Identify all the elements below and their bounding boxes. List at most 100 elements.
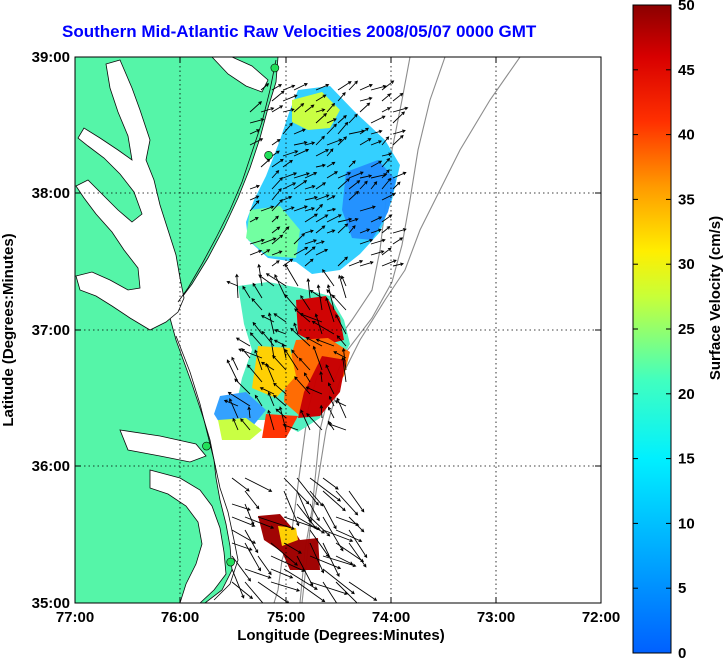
velocity-arrow <box>370 250 385 256</box>
velocity-arrow <box>271 199 284 212</box>
velocity-arrow <box>272 354 287 371</box>
velocity-arrow <box>270 568 294 579</box>
velocity-arrow <box>337 114 347 124</box>
velocity-arrow <box>260 237 277 245</box>
velocity-arrow <box>331 294 347 311</box>
velocity-arrow <box>270 542 298 566</box>
velocity-arrow <box>359 174 373 179</box>
velocity-arrow <box>282 195 293 201</box>
velocity-arrow <box>348 542 367 568</box>
velocity-arrow <box>304 195 318 201</box>
velocity-arrow <box>381 177 392 190</box>
velocity-arrow <box>273 313 287 323</box>
velocity-arrow <box>309 477 342 502</box>
x-axis-label: Longitude (Degrees:Minutes) <box>237 627 445 644</box>
velocity-arrow <box>392 262 404 267</box>
velocity-arrow <box>283 568 318 590</box>
velocity-arrow <box>311 320 335 335</box>
y-tick-label: 38:00 <box>32 185 70 202</box>
colorbar-tick-label: 30 <box>678 256 695 273</box>
velocity-arrow <box>381 80 395 91</box>
velocity-arrow <box>322 581 338 603</box>
velocity-arrow <box>252 321 263 335</box>
x-tick-label: 76:00 <box>161 609 199 626</box>
velocity-arrow <box>381 226 391 234</box>
velocity-arrow <box>326 102 336 113</box>
velocity-arrow <box>293 128 306 135</box>
x-tick-label: 72:00 <box>582 609 620 626</box>
velocity-arrow <box>381 152 393 157</box>
velocity-arrow <box>381 169 390 179</box>
velocity-arrow <box>315 240 325 245</box>
velocity-arrow <box>271 250 283 256</box>
velocity-arrow <box>260 315 275 323</box>
velocity-arrow <box>381 192 396 201</box>
velocity-arrow <box>335 581 360 603</box>
velocity-arrow <box>274 329 287 335</box>
velocity-arrow <box>322 477 339 490</box>
velocity-arrow <box>281 343 287 359</box>
colorbar-tick-label: 50 <box>678 0 695 14</box>
chesapeake-bay <box>75 59 185 331</box>
velocity-arrow <box>381 214 393 223</box>
velocity-arrow <box>304 239 317 245</box>
velocity-arrow <box>291 349 299 359</box>
velocity-arrow <box>370 115 386 124</box>
velocity-arrow <box>335 529 363 543</box>
velocity-arrow <box>322 503 337 530</box>
velocity-arrow <box>370 238 386 245</box>
velocity-arrow <box>293 141 308 146</box>
velocity-arrow <box>326 171 338 179</box>
velocity-arrow <box>348 490 365 513</box>
colorbar-ticks <box>633 4 671 654</box>
velocity-arrow <box>392 111 406 124</box>
velocity-arrow <box>322 529 354 542</box>
velocity-arrow <box>284 348 299 371</box>
velocity-arrow <box>381 157 391 168</box>
velocity-arrow <box>232 417 239 431</box>
velocity-arrow <box>359 96 373 102</box>
velocity-arrow <box>306 412 323 431</box>
velocity-arrow <box>359 205 376 212</box>
radar-stations <box>202 63 280 567</box>
colorbar-tick-label: 20 <box>678 386 695 403</box>
velocity-arrow <box>337 121 349 135</box>
velocity-arrow <box>257 516 295 530</box>
velocity-arrow <box>271 260 280 267</box>
velocity-arrow <box>254 349 263 371</box>
velocity-arrow <box>282 159 293 168</box>
velocity-arrow <box>335 555 354 565</box>
velocity-arrow <box>305 337 323 347</box>
colorbar-tick-label: 25 <box>678 321 695 338</box>
velocity-arrow <box>327 406 335 419</box>
velocity-arrow <box>260 83 270 91</box>
velocity-arrow <box>340 275 347 287</box>
velocity-arrow <box>293 205 308 212</box>
colorbar-tick-label: 45 <box>678 62 695 79</box>
velocity-arrow <box>359 238 374 245</box>
grid-lines <box>75 57 601 603</box>
velocity-arrow <box>328 395 335 407</box>
velocity-arrow <box>337 91 346 102</box>
velocity-arrow <box>359 83 373 91</box>
velocity-arrow <box>304 185 316 190</box>
y-axis-label: Latitude (Degrees:Minutes) <box>0 233 17 426</box>
velocity-arrow <box>293 102 305 113</box>
velocity-arrow <box>304 246 316 256</box>
velocity-arrow <box>303 372 311 383</box>
velocity-arrow <box>298 357 311 371</box>
y-tick-label: 36:00 <box>32 458 70 475</box>
velocity-arrow <box>306 278 311 299</box>
velocity-arrow <box>244 568 272 579</box>
velocity-arrow <box>282 84 296 91</box>
delaware-bay <box>211 57 269 93</box>
velocity-arrow <box>304 172 318 179</box>
velocity-arrow <box>335 314 347 335</box>
velocity-arrow <box>231 581 254 600</box>
velocity-arrow <box>238 348 263 359</box>
velocity-arrow <box>359 138 372 146</box>
velocity-arrow <box>381 93 392 102</box>
velocity-arrow <box>348 113 358 124</box>
velocity-arrow <box>315 338 335 347</box>
velocity-arrow <box>244 529 259 554</box>
